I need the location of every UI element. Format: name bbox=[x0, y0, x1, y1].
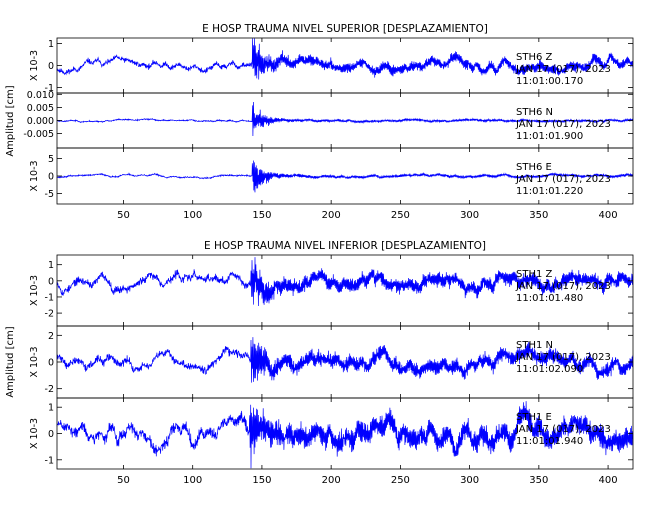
y-multiplier-label: X 10-3 bbox=[29, 346, 40, 377]
x-tick-label: 200 bbox=[322, 475, 341, 486]
chart-title: E HOSP TRAUMA NIVEL SUPERIOR [DESPLAZAMI… bbox=[202, 23, 488, 35]
waveform-sth1-e bbox=[56, 401, 634, 469]
waveform-sth1-n bbox=[56, 337, 634, 383]
record-time-label: 11:01:01.940 bbox=[516, 436, 583, 447]
x-tick-label: 350 bbox=[529, 475, 548, 486]
x-tick-label: 250 bbox=[391, 210, 410, 221]
waveform-sth1-z bbox=[56, 257, 634, 307]
y-tick-label: 0 bbox=[48, 172, 54, 183]
station-component-label: STH6 Z bbox=[516, 52, 553, 63]
x-tick-label: 300 bbox=[460, 210, 479, 221]
y-tick-label: -1 bbox=[45, 292, 54, 303]
record-date-label: JAN 17 (017), 2023 bbox=[515, 64, 611, 75]
y-tick-label: 0 bbox=[48, 61, 54, 72]
x-tick-label: 350 bbox=[529, 210, 548, 221]
record-time-label: 11:01:01.900 bbox=[516, 131, 583, 142]
x-tick-label: 200 bbox=[322, 210, 341, 221]
station-component-label: STH1 E bbox=[516, 412, 552, 423]
record-time-label: 11:01:00.170 bbox=[516, 76, 583, 87]
waveform-sth6-n bbox=[56, 101, 634, 137]
record-time-label: 11:01:01.480 bbox=[516, 293, 583, 304]
record-date-label: JAN 17 (017), 2023 bbox=[515, 119, 611, 130]
record-date-label: JAN 17 (017), 2023 bbox=[515, 174, 611, 185]
y-tick-label: 0 bbox=[48, 276, 54, 287]
y-tick-label: 5 bbox=[48, 154, 54, 165]
record-date-label: JAN 17 (017), 2023 bbox=[515, 424, 611, 435]
y-tick-label: 0.005 bbox=[27, 103, 54, 114]
y-tick-label: -0.005 bbox=[23, 129, 54, 140]
y-tick-label: -5 bbox=[45, 189, 54, 200]
record-time-label: 11:01:01.220 bbox=[516, 186, 583, 197]
x-tick-label: 400 bbox=[599, 210, 618, 221]
y-tick-label: 2 bbox=[48, 331, 54, 342]
y-tick-label: -2 bbox=[45, 384, 54, 395]
y-multiplier-label: X 10-3 bbox=[29, 50, 40, 81]
y-tick-label: -1 bbox=[45, 83, 54, 94]
station-component-label: STH6 E bbox=[516, 162, 552, 173]
y-tick-label: 0 bbox=[48, 429, 54, 440]
y-axis-label: Amplitud [cm] bbox=[5, 326, 16, 397]
station-component-label: STH6 N bbox=[516, 107, 553, 118]
x-tick-label: 100 bbox=[183, 475, 202, 486]
x-tick-label: 250 bbox=[391, 475, 410, 486]
y-tick-label: -1 bbox=[45, 455, 54, 466]
x-tick-label: 50 bbox=[117, 210, 130, 221]
y-tick-label: -2 bbox=[45, 309, 54, 320]
waveform-sth6-e bbox=[56, 160, 634, 193]
y-multiplier-label: X 10-3 bbox=[29, 418, 40, 449]
chart-title: E HOSP TRAUMA NIVEL INFERIOR [DESPLAZAMI… bbox=[204, 240, 486, 252]
y-tick-label: 1 bbox=[48, 260, 54, 271]
station-component-label: STH1 Z bbox=[516, 269, 553, 280]
y-multiplier-label: X 10-3 bbox=[29, 275, 40, 306]
waveform-sth6-z bbox=[56, 38, 634, 80]
record-date-label: JAN 17 (017), 2023 bbox=[515, 352, 611, 363]
x-tick-label: 150 bbox=[252, 475, 271, 486]
x-tick-label: 300 bbox=[460, 475, 479, 486]
x-tick-label: 150 bbox=[252, 210, 271, 221]
x-tick-label: 100 bbox=[183, 210, 202, 221]
y-tick-label: 0.000 bbox=[27, 116, 54, 127]
y-axis-label: Amplitud [cm] bbox=[5, 85, 16, 156]
y-tick-label: 1 bbox=[48, 39, 54, 50]
x-tick-label: 400 bbox=[599, 475, 618, 486]
y-tick-label: 1 bbox=[48, 403, 54, 414]
record-date-label: JAN 17 (017), 2023 bbox=[515, 281, 611, 292]
y-multiplier-label: X 10-3 bbox=[29, 160, 40, 191]
y-tick-label: 0 bbox=[48, 358, 54, 369]
record-time-label: 11:01:02.090 bbox=[516, 364, 583, 375]
y-tick-label: 0.010 bbox=[27, 90, 54, 101]
station-component-label: STH1 N bbox=[516, 340, 553, 351]
x-tick-label: 50 bbox=[117, 475, 130, 486]
